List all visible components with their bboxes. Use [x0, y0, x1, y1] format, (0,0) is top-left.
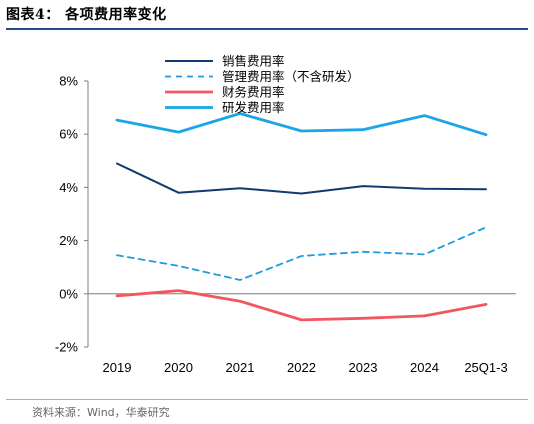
y-tick-label: 0%: [59, 286, 78, 301]
x-tick-label: 25Q1-3: [464, 360, 507, 375]
x-tick-label: 2020: [164, 360, 193, 375]
y-tick-label: -2%: [55, 340, 79, 355]
x-tick-label: 2021: [226, 360, 255, 375]
footer-rule: [6, 399, 528, 400]
series-line-2: [116, 226, 487, 281]
chart-axes: 8% 6% 4% 2% 0% -2% 2019 2020 2021 2022 2023 2024 25Q…: [55, 74, 516, 375]
line-chart: 8% 6% 4% 2% 0% -2% 2019 2020 2021 2022 2023 2024 25Q…: [55, 54, 516, 375]
y-tick-label: 4%: [59, 180, 78, 195]
series-line-4: [115, 112, 488, 137]
source-note: 资料来源：Wind，华泰研究: [32, 406, 170, 419]
chart-series: [115, 112, 488, 322]
x-tick-label: 2023: [349, 360, 378, 375]
x-tick-label: 2019: [103, 360, 132, 375]
figure-title: 图表4： 各项费用率变化: [6, 7, 167, 23]
y-tick-label: 6%: [59, 127, 78, 142]
legend-label-1: 销售费用率: [222, 54, 285, 69]
y-tick-label: 8%: [59, 74, 78, 89]
y-tick-label: 2%: [59, 233, 78, 248]
legend-label-4: 研发费用率: [222, 100, 285, 115]
series-line-3: [115, 289, 488, 322]
title-rule: [6, 28, 528, 30]
legend-label-3: 财务费用率: [222, 85, 285, 100]
legend-label-2: 管理费用率（不含研发）: [222, 69, 360, 84]
series-line-1: [116, 162, 487, 195]
x-tick-label: 2022: [287, 360, 316, 375]
x-tick-label: 2024: [410, 360, 439, 375]
